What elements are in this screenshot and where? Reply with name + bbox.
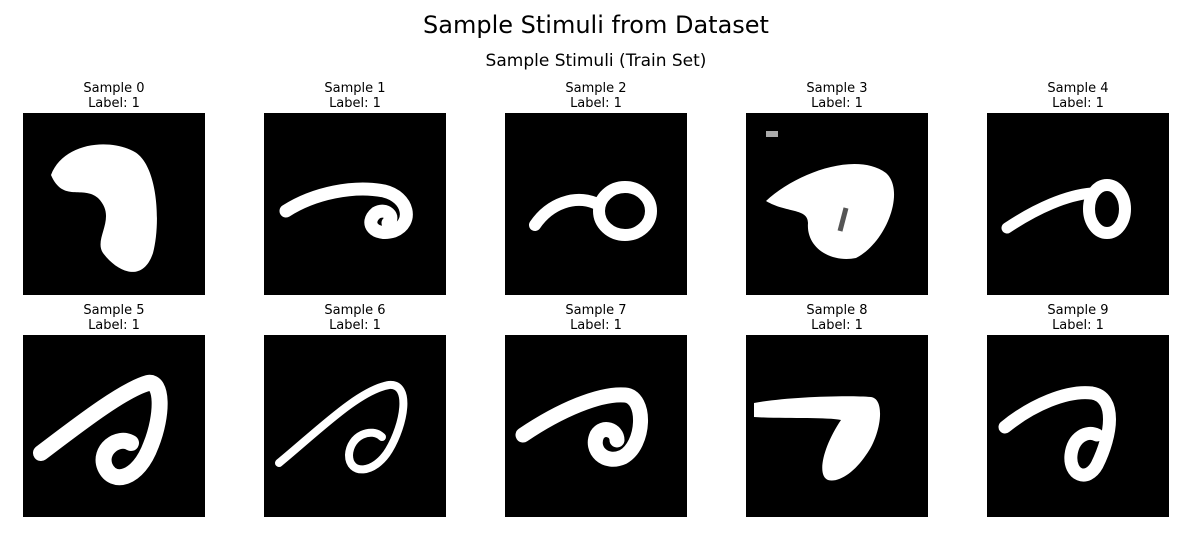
sample-title: Sample 3 <box>806 81 868 96</box>
sample-title: Sample 1 <box>324 81 386 96</box>
digit-image <box>987 113 1169 295</box>
digit-image <box>746 113 928 295</box>
sample-label: Label: 1 <box>1052 96 1104 111</box>
sample-panel-1: Sample 1 Label: 1 <box>264 81 446 295</box>
sample-title: Sample 8 <box>806 303 868 318</box>
sample-panel-6: Sample 6 Label: 1 <box>264 303 446 517</box>
sample-label: Label: 1 <box>570 96 622 111</box>
sample-label: Label: 1 <box>811 96 863 111</box>
sample-panel-8: Sample 8 Label: 1 <box>746 303 928 517</box>
sample-label: Label: 1 <box>329 96 381 111</box>
sample-label: Label: 1 <box>1052 318 1104 333</box>
sample-title: Sample 0 <box>83 81 145 96</box>
sample-title: Sample 6 <box>324 303 386 318</box>
sample-title: Sample 2 <box>565 81 627 96</box>
figure-title: Sample Stimuli from Dataset <box>423 11 769 39</box>
sample-panel-9: Sample 9 Label: 1 <box>987 303 1169 517</box>
sample-title: Sample 4 <box>1047 81 1109 96</box>
sample-panel-3: Sample 3 Label: 1 <box>746 81 928 295</box>
sample-label: Label: 1 <box>570 318 622 333</box>
sample-label: Label: 1 <box>88 96 140 111</box>
digit-image <box>264 113 446 295</box>
sample-panel-7: Sample 7 Label: 1 <box>505 303 687 517</box>
digit-image <box>264 335 446 517</box>
digit-image <box>746 335 928 517</box>
digit-image <box>505 113 687 295</box>
sample-title: Sample 9 <box>1047 303 1109 318</box>
sample-label: Label: 1 <box>811 318 863 333</box>
sample-panel-5: Sample 5 Label: 1 <box>23 303 205 517</box>
figure-subtitle: Sample Stimuli (Train Set) <box>485 51 707 71</box>
sample-panel-4: Sample 4 Label: 1 <box>987 81 1169 295</box>
digit-image <box>23 113 205 295</box>
sample-label: Label: 1 <box>329 318 381 333</box>
sample-label: Label: 1 <box>88 318 140 333</box>
sample-panel-2: Sample 2 Label: 1 <box>505 81 687 295</box>
sample-title: Sample 7 <box>565 303 627 318</box>
sample-panel-0: Sample 0 Label: 1 <box>23 81 205 295</box>
digit-image <box>505 335 687 517</box>
sample-title: Sample 5 <box>83 303 145 318</box>
digit-image <box>987 335 1169 517</box>
digit-image <box>23 335 205 517</box>
